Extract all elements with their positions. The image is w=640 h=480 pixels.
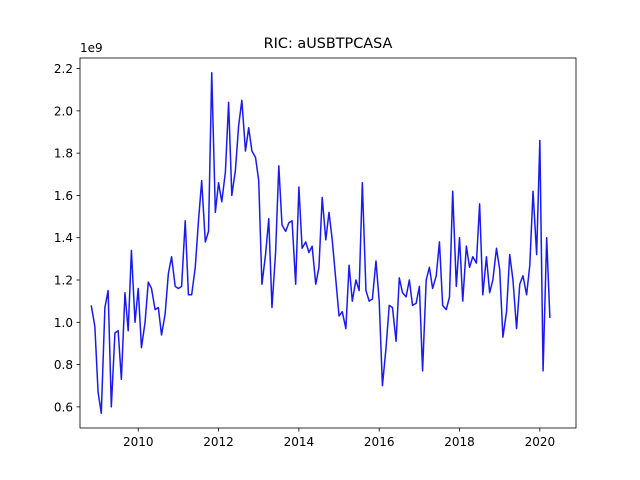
- y-tick-label: 1.8: [54, 147, 73, 161]
- x-tick-label: 2016: [364, 435, 395, 449]
- y-tick-label: 1.2: [54, 274, 73, 288]
- y-tick-label: 2.0: [54, 104, 73, 118]
- y-axis-offset-label: 1e9: [80, 41, 103, 55]
- x-tick-label: 2020: [525, 435, 556, 449]
- x-tick-label: 2012: [203, 435, 234, 449]
- y-tick-label: 1.0: [54, 316, 73, 330]
- y-tick-label: 1.4: [54, 231, 73, 245]
- x-tick-label: 2014: [284, 435, 315, 449]
- chart-title: RIC: aUSBTPCASA: [264, 36, 393, 52]
- x-tick-label: 2018: [444, 435, 475, 449]
- y-axis: 0.6 0.8 1.0 1.2 1.4 1.6 1.8 2.0 2.2: [54, 62, 80, 414]
- x-tick-label: 2010: [123, 435, 154, 449]
- axes-frame: [79, 57, 577, 429]
- series-line: [90, 72, 551, 414]
- x-axis: 2010 2012 2014 2016 2018 2020: [123, 428, 555, 449]
- y-tick-label: 0.6: [54, 400, 73, 414]
- y-tick-label: 1.6: [54, 189, 73, 203]
- y-tick-label: 2.2: [54, 62, 73, 76]
- y-tick-label: 0.8: [54, 358, 73, 372]
